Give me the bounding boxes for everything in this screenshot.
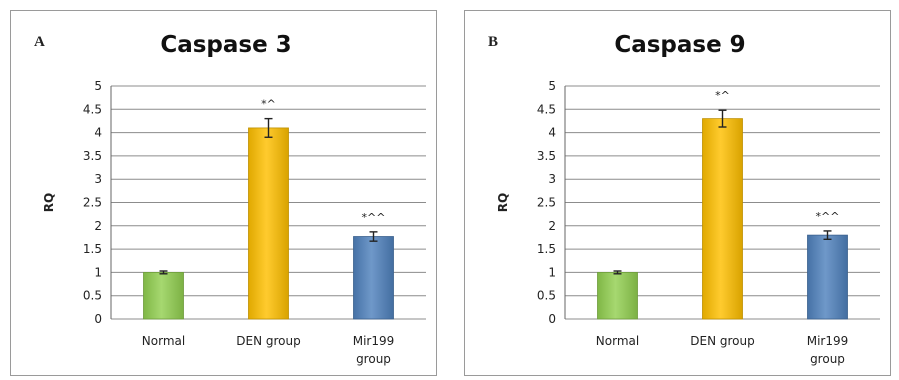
bar [353, 236, 394, 320]
x-tick-label: Normal [596, 334, 639, 348]
y-tick-label: 1.5 [537, 242, 556, 256]
chart-svg-caspase-9: B Caspase 9 0 0.5 1 1.5 2 2.5 3 3.5 4 4.5 5 RQ Normal *… [488, 32, 880, 366]
panel-letter: B [488, 34, 498, 50]
chart-title: Caspase 3 [160, 32, 291, 58]
y-tick-label: 1 [548, 265, 556, 279]
panel-letter: A [34, 34, 45, 50]
y-tick-label: 2 [94, 219, 102, 233]
x-tick-label: DEN group [690, 334, 754, 348]
significance-label: *^^ [362, 211, 386, 224]
x-tick-label-line: Mir199 [353, 334, 395, 348]
x-tick-label-line: group [810, 352, 845, 366]
y-tick-label: 3 [548, 172, 556, 186]
bar [143, 271, 184, 320]
bar [597, 271, 638, 320]
y-tick-label: 2 [548, 219, 556, 233]
y-tick-label: 5 [548, 79, 556, 93]
y-tick-label: 4 [94, 126, 102, 140]
bar [702, 118, 743, 320]
x-tick-label: Mir199 group [807, 334, 849, 366]
chart-title: Caspase 9 [614, 32, 745, 58]
chart-panel-caspase-9: B Caspase 9 0 0.5 1 1.5 2 2.5 3 3.5 4 4.5 5 RQ Normal *… [464, 10, 891, 376]
y-tick-label: 0.5 [537, 289, 556, 303]
x-tick-label: Mir199 group [353, 334, 395, 366]
y-tick-label: 4.5 [537, 102, 556, 116]
y-tick-label: 1 [94, 265, 102, 279]
y-tick-label: 4 [548, 126, 556, 140]
x-tick-label-line: Normal [142, 334, 185, 348]
y-tick-label: 3 [94, 172, 102, 186]
bar [248, 127, 289, 320]
x-tick-label: Normal [142, 334, 185, 348]
y-tick-label: 2.5 [537, 196, 556, 210]
x-tick-label-line: Mir199 [807, 334, 849, 348]
x-tick-label-line: group [356, 352, 391, 366]
x-tick-label: DEN group [236, 334, 300, 348]
y-tick-label: 1.5 [83, 242, 102, 256]
y-axis-title: RQ [42, 193, 56, 212]
x-tick-label-line: DEN group [236, 334, 300, 348]
y-tick-label: 5 [94, 79, 102, 93]
y-tick-label: 0 [94, 312, 102, 326]
chart-svg-caspase-3: A Caspase 3 0 0.5 1 1.5 2 2.5 3 3.5 4 4.5 5 RQ Normal *… [34, 32, 426, 366]
y-tick-label: 0 [548, 312, 556, 326]
significance-label: *^^ [816, 210, 840, 223]
y-tick-label: 2.5 [83, 196, 102, 210]
y-tick-label: 0.5 [83, 289, 102, 303]
significance-label: *^ [715, 89, 730, 102]
y-axis-title: RQ [496, 193, 510, 212]
x-tick-label-line: DEN group [690, 334, 754, 348]
bar [807, 234, 848, 320]
chart-panel-caspase-3: A Caspase 3 0 0.5 1 1.5 2 2.5 3 3.5 4 4.5 5 RQ Normal *… [10, 10, 437, 376]
y-tick-label: 3.5 [83, 149, 102, 163]
y-tick-label: 3.5 [537, 149, 556, 163]
x-tick-label-line: Normal [596, 334, 639, 348]
y-tick-label: 4.5 [83, 102, 102, 116]
significance-label: *^ [261, 98, 276, 111]
